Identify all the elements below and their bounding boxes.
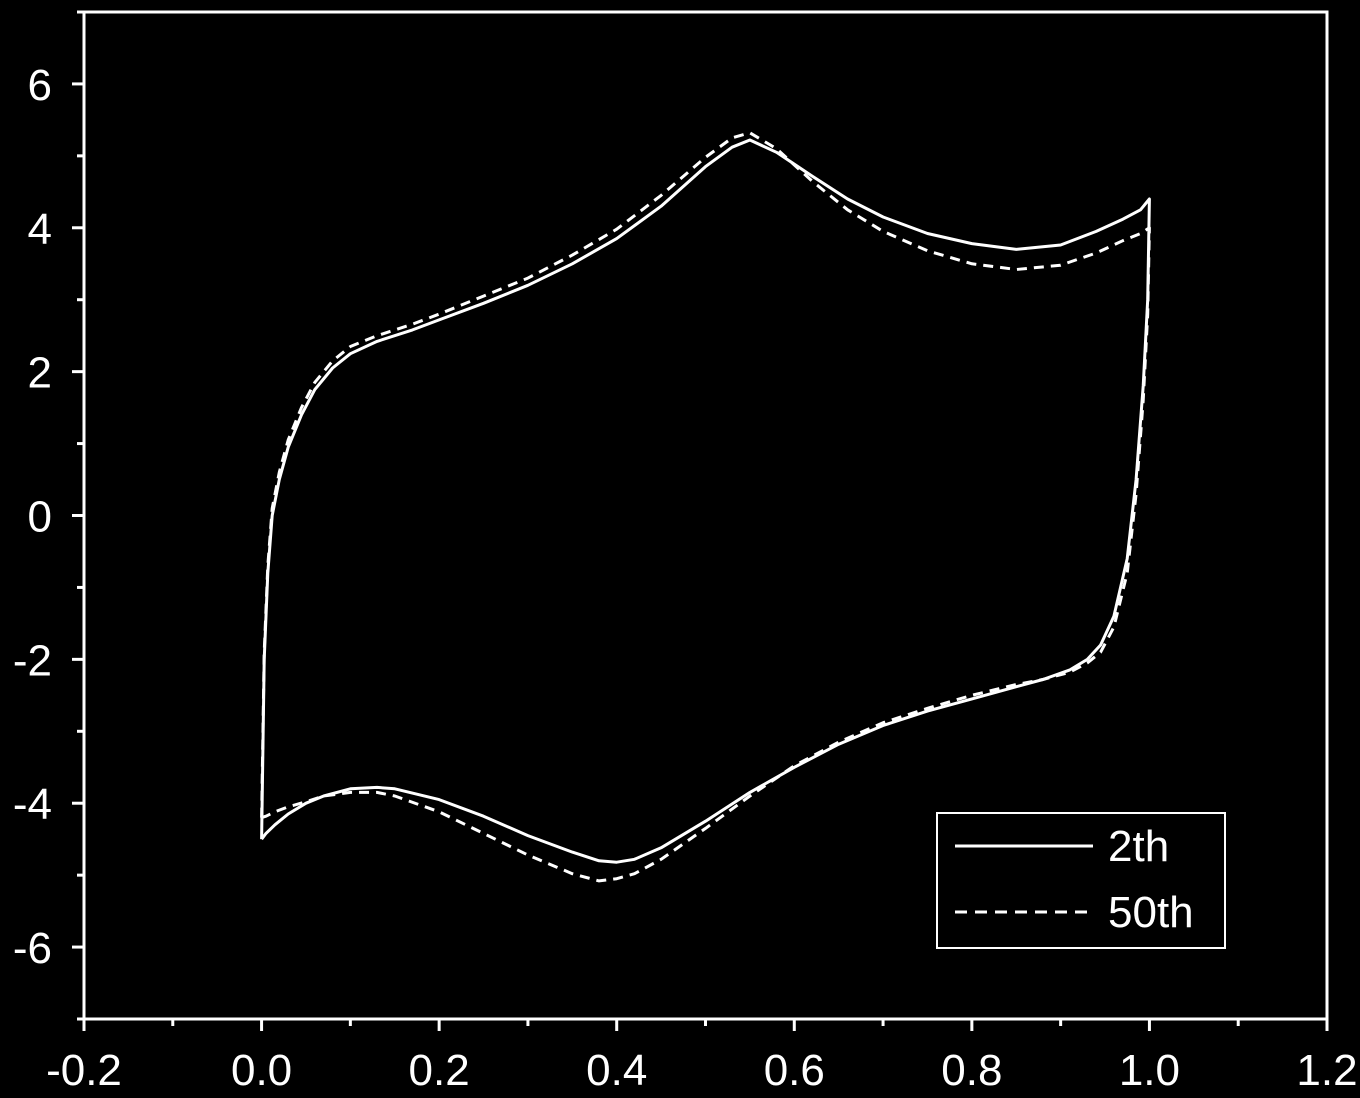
x-axis-ticks: -0.2 0.0 0.2 0.4 0.6 0.8 1.0 1.2 — [46, 1019, 1358, 1095]
x-tick-label: 0.6 — [764, 1046, 825, 1093]
x-tick-label: 0.8 — [941, 1046, 1002, 1093]
x-tick-label: 0.2 — [409, 1046, 470, 1093]
legend-label-50th: 50th — [1108, 888, 1194, 937]
y-axis-ticks: -6 -4 -2 0 2 4 6 — [13, 10, 84, 1021]
x-tick-label: 1.2 — [1296, 1046, 1357, 1093]
y-tick-label: 0 — [28, 493, 52, 542]
y-tick-label: -2 — [13, 636, 52, 685]
y-tick-label: 2 — [28, 349, 52, 398]
legend-box — [936, 812, 1226, 949]
x-tick-label: 0.0 — [231, 1046, 292, 1093]
y-tick-label: 6 — [28, 61, 52, 110]
legend-label-2th: 2th — [1108, 822, 1169, 871]
y-tick-label: -6 — [13, 924, 52, 973]
series-layer — [260, 131, 1151, 883]
legend: 2th 50th — [936, 812, 1226, 949]
x-tick-label: 0.4 — [586, 1046, 647, 1093]
y-tick-label: 4 — [28, 205, 52, 254]
x-tick-label: 1.0 — [1119, 1046, 1180, 1093]
series-line-50th — [260, 131, 1151, 883]
y-tick-label: -4 — [13, 780, 52, 829]
x-tick-label: -0.2 — [46, 1046, 122, 1093]
